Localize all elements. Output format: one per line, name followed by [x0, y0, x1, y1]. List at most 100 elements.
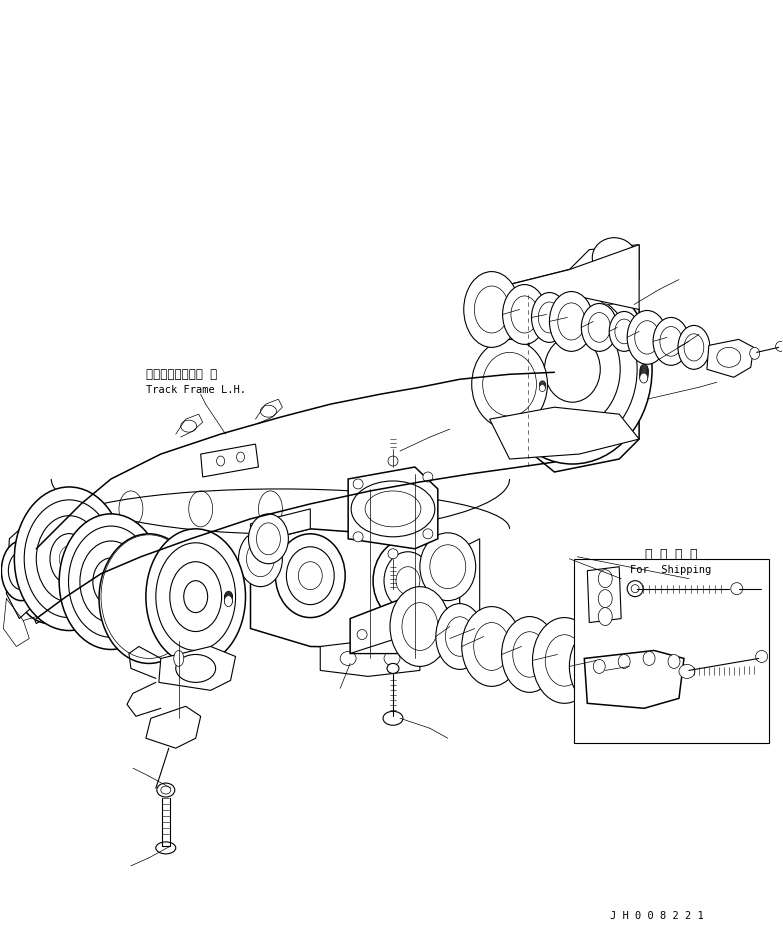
Ellipse shape: [679, 665, 695, 679]
Polygon shape: [489, 270, 639, 473]
Ellipse shape: [653, 318, 689, 366]
Ellipse shape: [643, 651, 655, 666]
Ellipse shape: [396, 567, 420, 595]
Ellipse shape: [511, 296, 538, 333]
Ellipse shape: [93, 555, 100, 564]
Ellipse shape: [592, 239, 636, 278]
Ellipse shape: [133, 581, 140, 588]
Ellipse shape: [36, 516, 102, 602]
Ellipse shape: [550, 293, 594, 352]
Ellipse shape: [387, 664, 399, 674]
Ellipse shape: [93, 556, 100, 565]
Ellipse shape: [170, 598, 177, 606]
Ellipse shape: [93, 556, 100, 564]
Polygon shape: [489, 245, 639, 315]
Ellipse shape: [462, 607, 521, 686]
Ellipse shape: [684, 334, 704, 362]
Polygon shape: [350, 594, 465, 654]
Ellipse shape: [539, 382, 546, 389]
Ellipse shape: [750, 348, 760, 360]
Ellipse shape: [557, 304, 585, 341]
Ellipse shape: [133, 580, 140, 587]
Ellipse shape: [597, 285, 621, 305]
Ellipse shape: [383, 712, 403, 726]
Ellipse shape: [133, 580, 140, 587]
Ellipse shape: [668, 655, 680, 668]
Ellipse shape: [140, 587, 158, 611]
Ellipse shape: [161, 786, 171, 794]
Ellipse shape: [146, 530, 246, 665]
Ellipse shape: [513, 632, 547, 678]
Polygon shape: [146, 706, 200, 749]
Ellipse shape: [581, 304, 617, 352]
Ellipse shape: [388, 549, 398, 559]
Ellipse shape: [24, 500, 114, 618]
Ellipse shape: [493, 276, 652, 464]
Ellipse shape: [631, 585, 639, 593]
Ellipse shape: [102, 570, 121, 595]
Ellipse shape: [436, 604, 484, 669]
Ellipse shape: [545, 635, 583, 686]
Bar: [575, 559, 769, 744]
Ellipse shape: [60, 514, 163, 649]
Polygon shape: [584, 650, 684, 709]
Ellipse shape: [471, 340, 547, 430]
Ellipse shape: [80, 542, 142, 623]
Ellipse shape: [225, 592, 233, 603]
Polygon shape: [350, 617, 465, 654]
Ellipse shape: [133, 582, 140, 589]
Ellipse shape: [640, 366, 648, 377]
Ellipse shape: [482, 353, 536, 416]
Ellipse shape: [410, 594, 420, 604]
Ellipse shape: [225, 593, 233, 604]
Text: J H 0 0 8 2 2 1: J H 0 0 8 2 2 1: [610, 910, 704, 919]
Ellipse shape: [539, 383, 546, 391]
Ellipse shape: [640, 365, 648, 376]
Ellipse shape: [640, 372, 648, 382]
Ellipse shape: [365, 492, 421, 528]
Ellipse shape: [390, 587, 449, 666]
Ellipse shape: [170, 597, 177, 604]
Ellipse shape: [225, 595, 233, 606]
Ellipse shape: [170, 595, 177, 603]
Ellipse shape: [539, 381, 546, 388]
Ellipse shape: [351, 481, 435, 537]
Ellipse shape: [170, 596, 177, 603]
Ellipse shape: [588, 313, 611, 343]
Ellipse shape: [594, 660, 605, 674]
Ellipse shape: [640, 370, 648, 379]
Ellipse shape: [70, 574, 76, 582]
Ellipse shape: [353, 532, 363, 542]
Ellipse shape: [225, 596, 233, 606]
Ellipse shape: [170, 597, 177, 605]
Ellipse shape: [605, 633, 661, 708]
Ellipse shape: [388, 457, 398, 466]
Ellipse shape: [640, 370, 648, 380]
Ellipse shape: [225, 592, 233, 603]
Polygon shape: [489, 245, 639, 295]
Ellipse shape: [448, 622, 458, 632]
Ellipse shape: [357, 630, 367, 640]
Ellipse shape: [132, 577, 166, 622]
Polygon shape: [320, 641, 420, 677]
Text: For  Shipping: For Shipping: [630, 565, 712, 574]
Ellipse shape: [157, 784, 175, 797]
Ellipse shape: [225, 593, 233, 604]
Ellipse shape: [640, 367, 648, 378]
Ellipse shape: [170, 598, 177, 606]
Ellipse shape: [503, 285, 547, 345]
Ellipse shape: [225, 592, 233, 602]
Ellipse shape: [615, 320, 633, 345]
Ellipse shape: [14, 487, 124, 631]
Ellipse shape: [430, 546, 466, 589]
Ellipse shape: [287, 548, 334, 605]
Ellipse shape: [9, 552, 34, 590]
Ellipse shape: [93, 557, 100, 565]
Ellipse shape: [11, 514, 87, 624]
Text: 運 搜 部 品: 運 搜 部 品: [644, 548, 697, 560]
Ellipse shape: [174, 650, 184, 666]
Ellipse shape: [156, 842, 175, 854]
Ellipse shape: [184, 582, 207, 613]
Ellipse shape: [133, 582, 140, 589]
Ellipse shape: [70, 576, 76, 584]
